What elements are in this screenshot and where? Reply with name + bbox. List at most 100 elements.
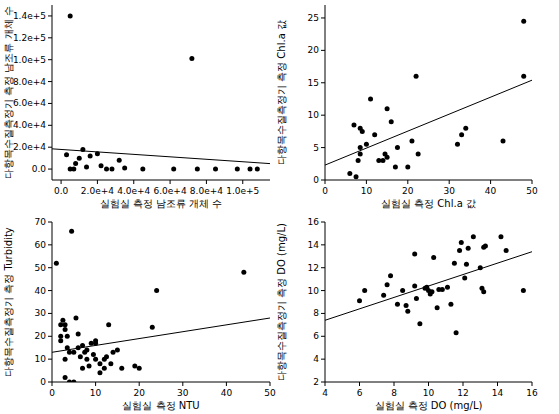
- point: [119, 366, 124, 371]
- x-axis: [52, 382, 270, 383]
- y-tick-label: 1.4e+5: [13, 11, 46, 21]
- y-tick-label: 50: [35, 263, 47, 273]
- point: [362, 288, 367, 293]
- x-tick: [463, 382, 464, 386]
- y-tick-label: 70: [35, 217, 47, 227]
- y-tick-label: 6: [313, 331, 319, 341]
- point: [122, 165, 127, 170]
- x-tick-label: 50: [526, 186, 538, 196]
- y-tick-label: 20: [308, 45, 320, 55]
- x-tick-label: 0: [322, 186, 328, 196]
- panel: 46810121416246810121416실험실 측정 DO (mg/L)다…: [276, 217, 538, 411]
- fit-line: [52, 149, 270, 164]
- panel: 010203040500510152025실험실 측정 Chl.a 값다항목수질…: [276, 5, 538, 209]
- point: [459, 132, 464, 137]
- point: [521, 74, 526, 79]
- x-tick-label: 16: [526, 388, 538, 398]
- point: [357, 298, 362, 303]
- y-tick: [321, 180, 325, 181]
- point: [140, 167, 145, 172]
- y-tick: [48, 81, 52, 82]
- point: [132, 364, 137, 369]
- y-tick-label: 1.2e+5: [13, 33, 46, 43]
- point: [255, 167, 260, 172]
- point: [91, 352, 96, 357]
- y-axis: [52, 5, 53, 180]
- y-tick: [321, 244, 325, 245]
- figure: 0.02.0e+44.0e+46.0e+48.0e+41.0e+50.02.0e…: [0, 0, 559, 414]
- point: [84, 348, 89, 353]
- point: [412, 284, 417, 289]
- point: [454, 330, 459, 335]
- point: [445, 285, 450, 290]
- y-tick: [321, 50, 325, 51]
- point: [414, 296, 419, 301]
- point: [64, 152, 69, 157]
- point: [452, 261, 457, 266]
- point: [414, 74, 419, 79]
- x-axis-label: 실험실 측정 NTU: [122, 400, 199, 411]
- x-tick-label: 8.0e+4: [190, 186, 223, 196]
- y-axis-label: 다항목수질측정기 측정 Chl.a 값: [276, 20, 287, 165]
- x-tick: [242, 180, 243, 184]
- x-tick: [95, 382, 96, 386]
- point: [84, 164, 89, 169]
- y-tick-label: 14: [308, 240, 320, 250]
- x-tick: [428, 382, 429, 386]
- y-tick-label: 8: [313, 308, 319, 318]
- point: [73, 316, 78, 321]
- point: [102, 366, 107, 371]
- point: [106, 322, 111, 327]
- point: [93, 338, 98, 343]
- x-tick-label: 10: [423, 388, 435, 398]
- y-tick: [48, 382, 52, 383]
- y-tick-label: 15: [308, 78, 319, 88]
- point: [393, 165, 398, 170]
- x-tick-label: 10: [90, 388, 102, 398]
- point: [521, 288, 526, 293]
- point: [63, 357, 68, 362]
- point: [241, 270, 246, 275]
- y-tick: [321, 147, 325, 148]
- x-tick-label: 8: [391, 388, 397, 398]
- point: [115, 348, 120, 353]
- point: [455, 142, 460, 147]
- x-tick-label: 20: [402, 186, 414, 196]
- x-tick-label: 1.0e+5: [226, 186, 259, 196]
- y-tick: [48, 147, 52, 148]
- y-axis-label: 다항목수질측정기 측정 DO (mg/L): [276, 223, 287, 381]
- y-tick-label: 2: [313, 377, 319, 387]
- y-tick-label: 20: [35, 331, 47, 341]
- point: [108, 361, 113, 366]
- point: [195, 167, 200, 172]
- point: [405, 165, 410, 170]
- point: [381, 293, 386, 298]
- point: [416, 152, 421, 157]
- y-tick: [48, 267, 52, 268]
- fit-line: [325, 252, 532, 321]
- x-axis: [325, 180, 532, 181]
- y-tick: [321, 17, 325, 18]
- point: [462, 276, 467, 281]
- y-tick: [321, 267, 325, 268]
- point: [409, 139, 414, 144]
- point: [117, 158, 122, 163]
- point: [457, 248, 462, 253]
- point: [429, 289, 434, 294]
- point: [111, 350, 116, 355]
- y-axis: [52, 222, 53, 382]
- point: [405, 309, 410, 314]
- y-tick: [48, 59, 52, 60]
- x-tick: [182, 382, 183, 386]
- y-tick-label: 40: [35, 286, 47, 296]
- point: [150, 325, 155, 330]
- point: [372, 132, 377, 137]
- y-tick: [48, 244, 52, 245]
- x-tick: [270, 382, 271, 386]
- point: [501, 139, 506, 144]
- point: [404, 303, 409, 308]
- x-tick-label: 20: [133, 388, 145, 398]
- point: [395, 145, 400, 150]
- point: [356, 158, 361, 163]
- point: [400, 288, 405, 293]
